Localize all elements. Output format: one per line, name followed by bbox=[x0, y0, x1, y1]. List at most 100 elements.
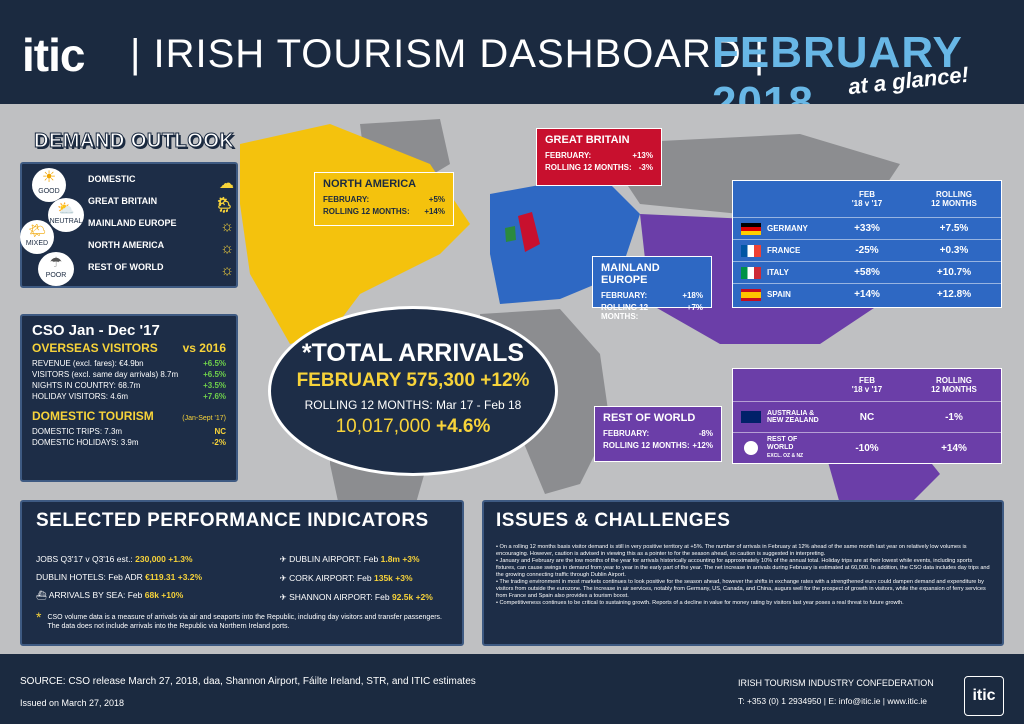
cso-panel: CSO Jan - Dec '17 OVERSEAS VISITORS vs 20… bbox=[20, 314, 238, 482]
outlook-rest-of-world: REST OF WORLD ☼ bbox=[88, 262, 234, 284]
total-arrivals-title: *TOTAL ARRIVALS bbox=[301, 339, 525, 367]
indicator-dublin: ✈ DUBLIN AIRPORT: Feb 1.8m +3% bbox=[279, 554, 420, 564]
cso-row: NIGHTS IN COUNTRY: 68.7m +3.5% bbox=[32, 381, 226, 390]
sun-icon: ☀ bbox=[41, 169, 57, 186]
issue-item: • The trading environment in most market… bbox=[496, 579, 986, 599]
outlook-legend: ☀ GOOD ⛅ NEUTRAL 🌤 MIXED ☂ POOR bbox=[20, 168, 84, 286]
plane-icon: ✈ bbox=[279, 573, 290, 583]
gb-feb: FEBRUARY: +13% bbox=[545, 151, 653, 160]
cloud-icon: ☁ bbox=[219, 175, 234, 192]
total-rolling-value: 10,017,000 +4.6% bbox=[335, 416, 491, 437]
cso-domestic-row: DOMESTIC TRIPS: 7.3m NC bbox=[32, 427, 226, 436]
sun-icon: ☼ bbox=[220, 218, 234, 235]
rest-of-world-callout: REST OF WORLD FEBRUARY: -8% ROLLING 12 MO… bbox=[594, 406, 722, 462]
na-roll: ROLLING 12 MONTHS: +14% bbox=[323, 207, 445, 216]
europe-row-germany: GERMANY +33% +7.5% bbox=[733, 217, 1001, 239]
footer-logo: itic bbox=[964, 676, 1004, 716]
cso-note: * CSO volume data is a measure of arrival… bbox=[36, 609, 442, 630]
outlook-domestic: DOMESTIC ☁ bbox=[88, 174, 234, 196]
asterisk-icon: * bbox=[36, 609, 42, 625]
row-roll: ROLLING 12 MONTHS: +12% bbox=[603, 441, 713, 450]
indicator-hotels: DUBLIN HOTELS: Feb ADR €119.31 +3.2% bbox=[36, 572, 203, 582]
mainland-europe-callout: MAINLAND EUROPE FEBRUARY: +18% ROLLING 12… bbox=[592, 256, 712, 321]
row-table-australia: AUSTRALIA & NEW ZEALAND NC -1% bbox=[733, 401, 1001, 432]
total-rolling-label: ROLLING 12 MONTHS: Mar 17 - Feb 18 bbox=[304, 398, 522, 412]
outlook-north-america: NORTH AMERICA ☼ bbox=[88, 240, 234, 262]
row-table-rest: REST OF WORLD EXCL. OZ & NZ -10% +14% bbox=[733, 432, 1001, 463]
plane-icon: ✈ bbox=[279, 554, 290, 564]
italy-flag-icon bbox=[741, 266, 761, 279]
sun-cloud-icon: 🌤 bbox=[28, 222, 46, 238]
issues-list: • On a rolling 12 months basis visitor d… bbox=[496, 544, 990, 607]
na-feb: FEBRUARY: +5% bbox=[323, 195, 445, 204]
cloud-sun-icon: ⛅ bbox=[57, 200, 75, 216]
indicator-columns: JOBS Q3'17 v Q3'16 est.: 230,000 +1.3% D… bbox=[36, 554, 448, 603]
footer-org: IRISH TOURISM INDUSTRY CONFEDERATION bbox=[738, 678, 934, 688]
dashboard-title: | IRISH TOURISM DASHBOARD | bbox=[130, 32, 766, 76]
spain-flag-icon bbox=[741, 288, 761, 301]
legend-neutral: ⛅ NEUTRAL bbox=[48, 198, 84, 232]
outlook-list: DOMESTIC ☁ GREAT BRITAIN 🌦 MAINLAND EUROPE… bbox=[88, 174, 234, 284]
row-table-header: FEB '18 v '17 ROLLING 12 MONTHS bbox=[851, 376, 977, 394]
indicator-jobs: JOBS Q3'17 v Q3'16 est.: 230,000 +1.3% bbox=[36, 554, 193, 564]
indicator-shannon: ✈ SHANNON AIRPORT: Feb 92.5k +2% bbox=[279, 592, 433, 602]
demand-outlook-panel: ☀ GOOD ⛅ NEUTRAL 🌤 MIXED ☂ POOR DOMESTIC ☁ GR… bbox=[20, 162, 238, 288]
cso-rows: REVENUE (excl. fares): €4.9bn +6.5% VISIT… bbox=[32, 359, 226, 401]
issue-item: • Competitiveness continues to be critic… bbox=[496, 600, 904, 606]
france-flag-icon bbox=[741, 244, 761, 257]
itic-logo: itic bbox=[22, 29, 85, 81]
europe-row-italy: ITALY +58% +10.7% bbox=[733, 261, 1001, 283]
demand-outlook-title: DEMAND OUTLOOK bbox=[33, 130, 235, 153]
north-america-callout: NORTH AMERICA FEBRUARY: +5% ROLLING 12 MO… bbox=[314, 172, 454, 226]
germany-flag-icon bbox=[741, 222, 761, 235]
ship-icon: ⛴ bbox=[36, 590, 49, 600]
europe-table-header: FEB '18 v '17 ROLLING 12 MONTHS bbox=[851, 190, 977, 208]
plane-icon: ✈ bbox=[279, 592, 290, 602]
total-arrivals-badge: *TOTAL ARRIVALS FEBRUARY 575,300 +12% RO… bbox=[268, 306, 558, 476]
indicators-left: JOBS Q3'17 v Q3'16 est.: 230,000 +1.3% D… bbox=[36, 554, 280, 603]
australia-flag-icon bbox=[741, 411, 761, 423]
outlook-mainland-europe: MAINLAND EUROPE ☼ bbox=[88, 218, 234, 240]
globe-icon bbox=[744, 441, 758, 455]
footer: SOURCE: CSO release March 27, 2018, daa,… bbox=[0, 654, 1024, 724]
cso-domestic-row: DOMESTIC HOLIDAYS: 3.9m -2% bbox=[32, 438, 226, 447]
performance-indicators-title: SELECTED PERFORMANCE INDICATORS bbox=[36, 510, 429, 531]
rain-cloud-icon: 🌦 bbox=[214, 197, 234, 214]
total-february: FEBRUARY 575,300 +12% bbox=[296, 370, 530, 391]
footer-contact: T: +353 (0) 1 2934950 | E: info@itic.ie … bbox=[738, 696, 928, 706]
row-feb: FEBRUARY: -8% bbox=[603, 429, 713, 438]
issues-title: ISSUES & CHALLENGES bbox=[496, 510, 731, 531]
cso-title: CSO Jan - Dec '17 bbox=[32, 322, 160, 339]
outlook-great-britain: GREAT BRITAIN 🌦 bbox=[88, 196, 234, 218]
legend-good: ☀ GOOD bbox=[32, 168, 66, 202]
me-feb: FEBRUARY: +18% bbox=[601, 291, 703, 300]
cso-row: VISITORS (excl. same day arrivals) 8.7m +… bbox=[32, 370, 226, 379]
indicator-sea: ⛴ ARRIVALS BY SEA: Feb 68k +10% bbox=[36, 590, 184, 600]
ireland-shape bbox=[505, 226, 516, 242]
europe-row-france: FRANCE -25% +0.3% bbox=[733, 239, 1001, 261]
gb-roll: ROLLING 12 MONTHS: -3% bbox=[545, 163, 653, 172]
issue-item: • January and February are the low month… bbox=[496, 558, 990, 578]
performance-indicators-panel: SELECTED PERFORMANCE INDICATORS JOBS Q3'… bbox=[20, 500, 464, 646]
me-roll: ROLLING 12 MONTHS: +7% bbox=[601, 303, 703, 321]
dashboard-date: FEBRUARY 2018 bbox=[712, 28, 963, 127]
issues-panel: ISSUES & CHALLENGES • On a rolling 12 mo… bbox=[482, 500, 1004, 646]
cso-row: HOLIDAY VISITORS: 4.6m +7.6% bbox=[32, 392, 226, 401]
europe-row-spain: SPAIN +14% +12.8% bbox=[733, 283, 1001, 305]
sun-icon: ☼ bbox=[220, 262, 234, 279]
header: itic | IRISH TOURISM DASHBOARD | FEBRUAR… bbox=[0, 0, 1024, 127]
cso-overseas-header: OVERSEAS VISITORS vs 2016 bbox=[32, 341, 226, 355]
indicators-right: ✈ DUBLIN AIRPORT: Feb 1.8m +3% ✈ CORK AI… bbox=[280, 554, 448, 603]
legend-mixed: 🌤 MIXED bbox=[20, 220, 54, 254]
rest-of-world-table: FEB '18 v '17 ROLLING 12 MONTHS AUSTRALIA … bbox=[732, 368, 1002, 464]
great-britain-callout: GREAT BRITAIN FEBRUARY: +13% ROLLING 12 M… bbox=[536, 128, 662, 186]
legend-poor: ☂ POOR bbox=[38, 252, 74, 286]
footer-issued: Issued on March 27, 2018 bbox=[20, 698, 125, 708]
cso-row: REVENUE (excl. fares): €4.9bn +6.5% bbox=[32, 359, 226, 368]
footer-source: SOURCE: CSO release March 27, 2018, daa,… bbox=[20, 676, 476, 687]
sun-icon: ☼ bbox=[220, 240, 234, 257]
issue-item: • On a rolling 12 months basis visitor d… bbox=[496, 544, 967, 557]
rain-icon: ☂ bbox=[49, 254, 63, 270]
great-britain-shape bbox=[518, 212, 540, 252]
europe-markets-table: FEB '18 v '17 ROLLING 12 MONTHS GERMANY +33… bbox=[732, 180, 1002, 308]
